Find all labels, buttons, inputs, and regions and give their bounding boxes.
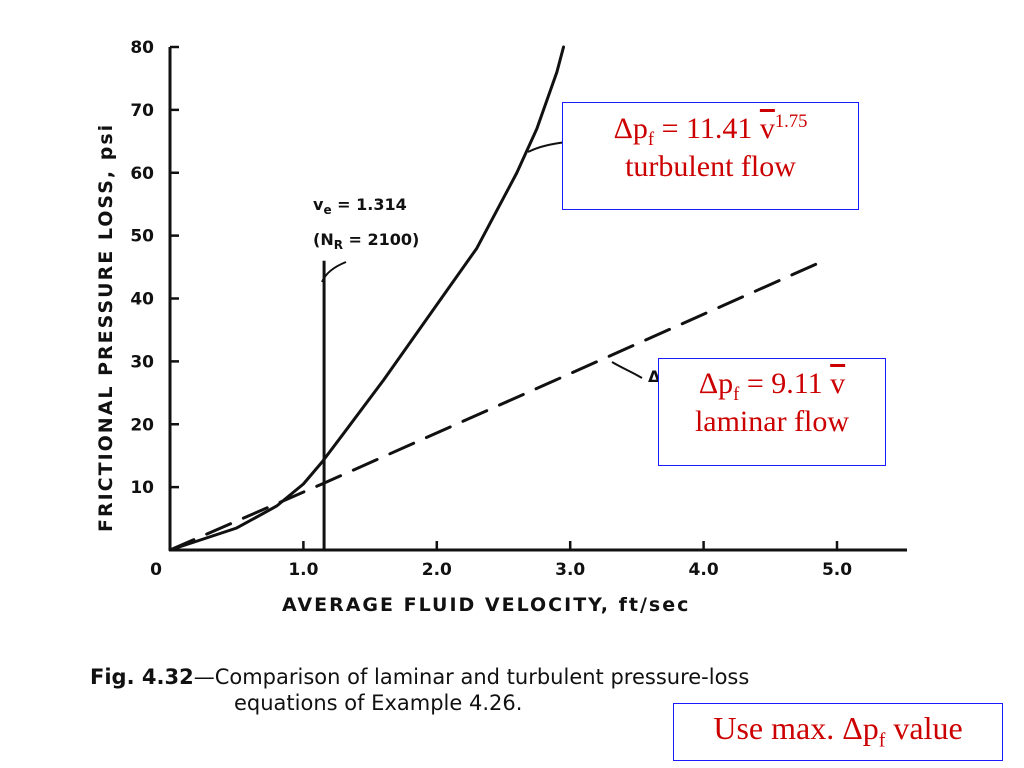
turbulent-delta-p: Δp bbox=[613, 112, 648, 145]
y-tick-label: 20 bbox=[130, 415, 154, 435]
y-tick-label: 50 bbox=[130, 227, 154, 247]
use-max-subscript: f bbox=[878, 729, 886, 752]
laminar-flow-curve bbox=[168, 259, 826, 552]
figure-caption: Fig. 4.32—Comparison of laminar and turb… bbox=[90, 664, 920, 717]
caption-line-1: —Comparison of laminar and turbulent pre… bbox=[193, 665, 750, 689]
laminar-equation-box: Δpf = 9.11 v laminar flow bbox=[658, 358, 886, 466]
turbulent-exponent: 1.75 bbox=[774, 111, 808, 132]
y-axis-title: FRICTIONAL PRESSURE LOSS, psi bbox=[95, 123, 117, 532]
turbulent-flow-curve bbox=[168, 45, 566, 552]
turbulent-equation-box: Δpf = 11.41 v1.75 turbulent flow bbox=[562, 102, 859, 210]
laminar-coefficient: = 9.11 bbox=[739, 367, 831, 400]
turbulent-flow-label: turbulent flow bbox=[625, 150, 796, 184]
caption-line-2: equations of Example 4.26. bbox=[234, 691, 523, 716]
critical-reynolds-label: (NR = 2100) bbox=[313, 230, 419, 252]
laminar-v-bar: v bbox=[830, 367, 846, 400]
y-tick-label: 70 bbox=[130, 101, 154, 121]
series-layer bbox=[168, 45, 826, 552]
critical-velocity-label: ve = 1.314 bbox=[313, 195, 407, 217]
laminar-flow-label: laminar flow bbox=[694, 405, 850, 439]
x-tick-label: 3.0 bbox=[555, 560, 585, 580]
x-tick-label: 1.0 bbox=[288, 560, 318, 580]
x-tick-label: 0 bbox=[150, 560, 162, 580]
turbulent-subscript: f bbox=[647, 129, 655, 150]
turbulent-v-bar: v bbox=[759, 112, 775, 145]
x-tick-label: 5.0 bbox=[822, 560, 852, 580]
critical-leader-line bbox=[321, 261, 347, 283]
x-axis-title: AVERAGE FLUID VELOCITY, ft/sec bbox=[282, 594, 690, 616]
use-max-prefix: Use max. Δp bbox=[713, 710, 879, 746]
turbulent-coefficient: = 11.41 bbox=[654, 112, 760, 145]
laminar-leader-line bbox=[611, 361, 643, 379]
use-max-suffix: value bbox=[885, 710, 963, 746]
turbulent-equation: Δpf = 11.41 v1.75 bbox=[563, 111, 858, 150]
turbulent-leader-line bbox=[527, 141, 567, 153]
y-tick-label: 10 bbox=[130, 478, 154, 498]
laminar-delta-p: Δp bbox=[698, 367, 734, 400]
y-tick-label: 80 bbox=[130, 38, 154, 58]
chart: 10 20 30 40 50 60 70 80 0 1.0 2.0 3.0 4.0 5.0 ve = 1.… bbox=[95, 38, 907, 616]
tick-marks: 10 20 30 40 50 60 70 80 0 1.0 2.0 3.0 4.0 5.0 bbox=[130, 38, 852, 580]
x-tick-label: 4.0 bbox=[689, 560, 719, 580]
laminar-subscript: f bbox=[733, 384, 740, 405]
figure-number: Fig. 4.32 bbox=[90, 665, 194, 689]
use-max-box: Use max. Δpf value bbox=[673, 703, 1003, 761]
x-tick-label: 2.0 bbox=[422, 560, 452, 580]
y-tick-label: 30 bbox=[130, 352, 154, 372]
laminar-equation: Δpf = 9.11 v bbox=[659, 367, 885, 405]
delta-fragment-label: Δ bbox=[648, 367, 661, 386]
y-tick-label: 40 bbox=[130, 290, 154, 310]
y-tick-label: 60 bbox=[130, 164, 154, 184]
